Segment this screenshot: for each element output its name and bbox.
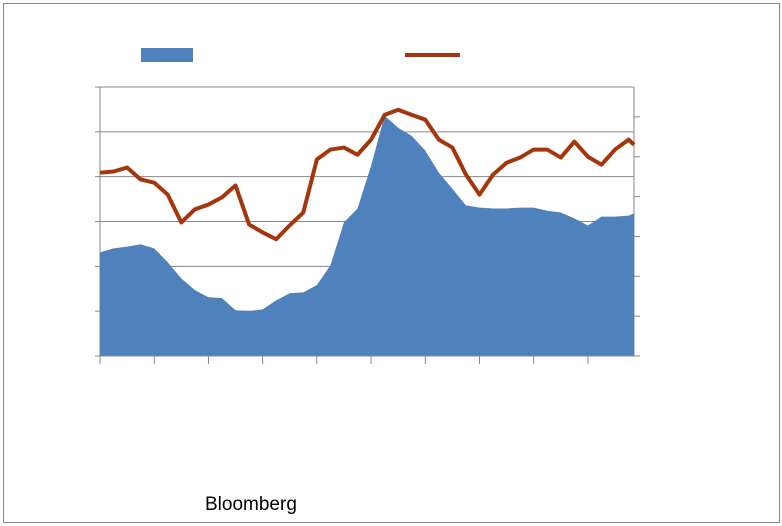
legend-swatch [141,48,193,62]
line-series [99,107,636,242]
source-note: Bloomberg [205,494,297,515]
area-series [100,115,634,357]
